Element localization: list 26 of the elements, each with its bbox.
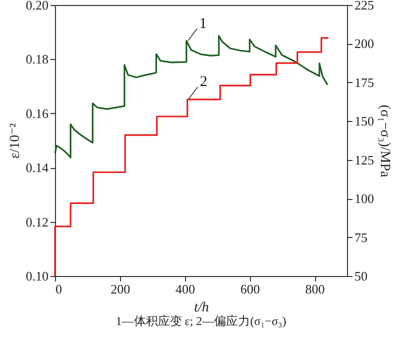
y2-tick-label: 150 bbox=[354, 114, 374, 129]
y-tick-label: 0.20 bbox=[26, 0, 48, 12]
y-tick-label: 0.10 bbox=[26, 268, 48, 284]
x-tick-label: 400 bbox=[176, 282, 196, 296]
y2-tick-label: 125 bbox=[354, 152, 374, 168]
x-tick-label: 800 bbox=[305, 282, 325, 296]
y-tick-label: 0.16 bbox=[26, 106, 49, 121]
y2-tick-label: 175 bbox=[354, 74, 374, 90]
x-tick-label: 600 bbox=[240, 282, 260, 296]
y-tick-label: 0.12 bbox=[26, 214, 48, 230]
text: 1—体积应变 ε; 2—偏应力(σ₁−σ₃) bbox=[116, 314, 286, 328]
y2-tick-label: 200 bbox=[354, 36, 374, 52]
y2-tick-label: 75 bbox=[354, 230, 368, 245]
line-series bbox=[54, 34, 328, 158]
y-tick-label: 0.18 bbox=[26, 52, 48, 67]
y2-tick-label: 50 bbox=[354, 268, 368, 284]
x-axis-title: t/h bbox=[194, 300, 209, 316]
x-tick-label: 200 bbox=[110, 282, 130, 296]
y-axis-title: ε/10⁻² bbox=[8, 123, 23, 159]
y2-tick-label: 100 bbox=[354, 191, 374, 206]
x-tick-label: 0 bbox=[56, 282, 62, 296]
annotation: 2 bbox=[200, 74, 208, 90]
y2-axis-title: (σ₁−σ₃)/MPa bbox=[377, 104, 392, 178]
y2-tick-label: 225 bbox=[354, 0, 374, 12]
annotation: 1 bbox=[199, 16, 207, 32]
y-tick-label: 0.14 bbox=[26, 160, 49, 176]
